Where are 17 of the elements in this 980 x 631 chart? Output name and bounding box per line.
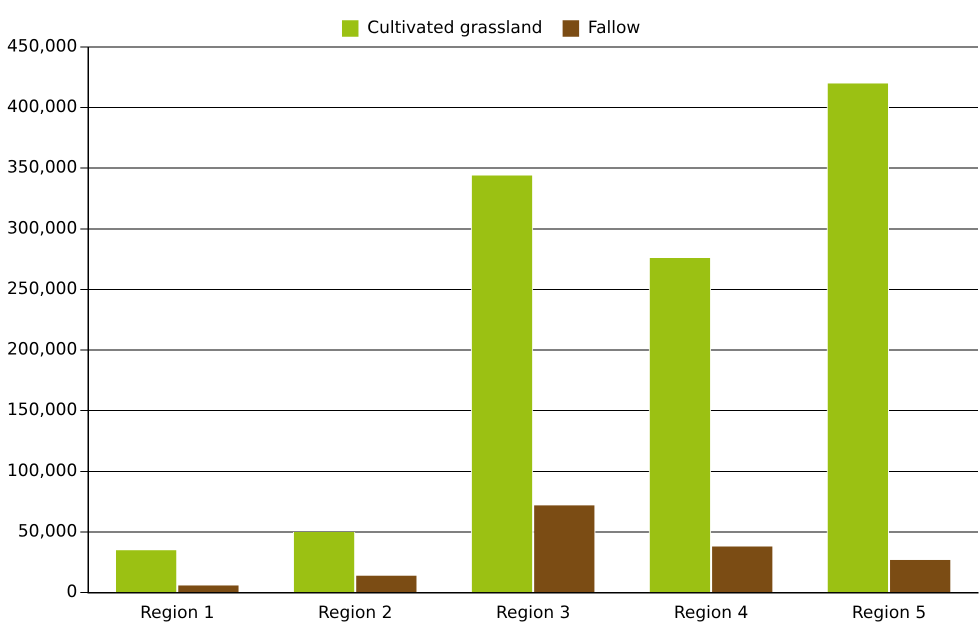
y-tick-label: 50,000 xyxy=(18,521,78,542)
y-tick-label: 250,000 xyxy=(6,278,78,299)
x-tick-label: Region 2 xyxy=(318,603,392,624)
y-tick-label: 400,000 xyxy=(6,97,78,118)
y-tick-label: 150,000 xyxy=(6,400,78,420)
y-tick-label: 300,000 xyxy=(6,218,78,238)
x-tick-label: Region 1 xyxy=(140,603,214,624)
x-tick-label: Region 4 xyxy=(674,603,748,624)
y-tick-label: 0 xyxy=(66,582,78,602)
legend-label: Fallow xyxy=(588,18,640,38)
y-tick-label: 350,000 xyxy=(6,158,78,178)
x-tick-label: Region 3 xyxy=(496,603,570,624)
x-tick-label: Region 5 xyxy=(852,603,926,624)
y-tick-label: 200,000 xyxy=(6,340,78,360)
y-tick-label: 450,000 xyxy=(6,36,78,56)
legend-label: Cultivated grassland xyxy=(367,18,542,38)
y-tick-label: 100,000 xyxy=(6,460,78,481)
